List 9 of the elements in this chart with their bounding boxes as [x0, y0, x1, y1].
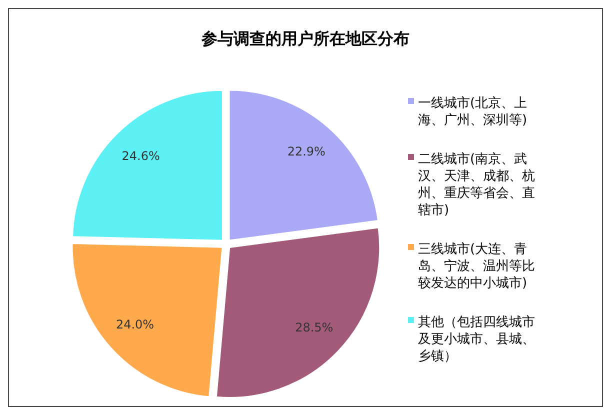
data-label: 22.9%: [287, 144, 326, 159]
chart-title: 参与调查的用户所在地区分布: [200, 29, 410, 48]
data-label: 24.0%: [116, 318, 154, 332]
legend-label: 三线城市(大连、青岛、宁波、温州等比较发达的中小城市): [418, 242, 535, 291]
data-label: 28.5%: [295, 320, 334, 335]
legend-label: 一线城市(北京、上海、广州、深圳等): [418, 96, 528, 128]
legend-label: 二线城市(南京、武汉、天津、成都、杭州、重庆等省会、直辖市): [418, 152, 535, 218]
legend-label: 其他（包括四线城市及更小城市、县城、乡镇）: [418, 315, 535, 364]
data-label: 24.6%: [122, 148, 160, 163]
